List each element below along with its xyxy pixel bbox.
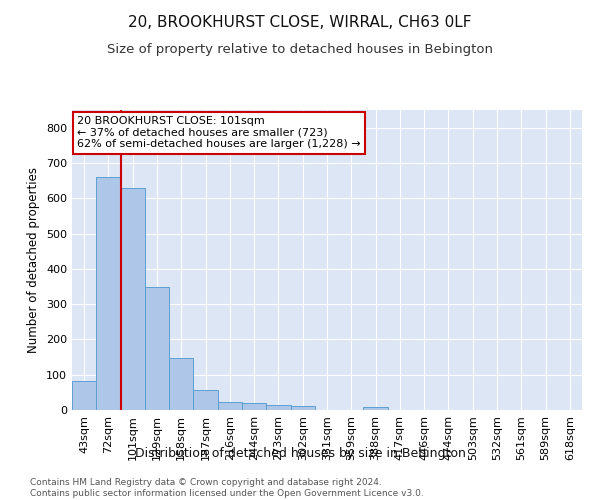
Y-axis label: Number of detached properties: Number of detached properties — [28, 167, 40, 353]
Bar — [96, 177, 121, 410]
Text: Distribution of detached houses by size in Bebington: Distribution of detached houses by size … — [134, 448, 466, 460]
Bar — [72, 380, 96, 410]
Bar — [242, 404, 266, 410]
Bar — [193, 390, 218, 410]
Bar — [266, 404, 290, 410]
Text: Contains HM Land Registry data © Crown copyright and database right 2024.
Contai: Contains HM Land Registry data © Crown c… — [30, 478, 424, 498]
Bar — [218, 402, 242, 410]
Bar — [145, 287, 169, 410]
Text: Size of property relative to detached houses in Bebington: Size of property relative to detached ho… — [107, 42, 493, 56]
Bar — [290, 406, 315, 410]
Bar — [169, 358, 193, 410]
Text: 20 BROOKHURST CLOSE: 101sqm
← 37% of detached houses are smaller (723)
62% of se: 20 BROOKHURST CLOSE: 101sqm ← 37% of det… — [77, 116, 361, 149]
Bar — [364, 407, 388, 410]
Text: 20, BROOKHURST CLOSE, WIRRAL, CH63 0LF: 20, BROOKHURST CLOSE, WIRRAL, CH63 0LF — [128, 15, 472, 30]
Bar — [121, 188, 145, 410]
